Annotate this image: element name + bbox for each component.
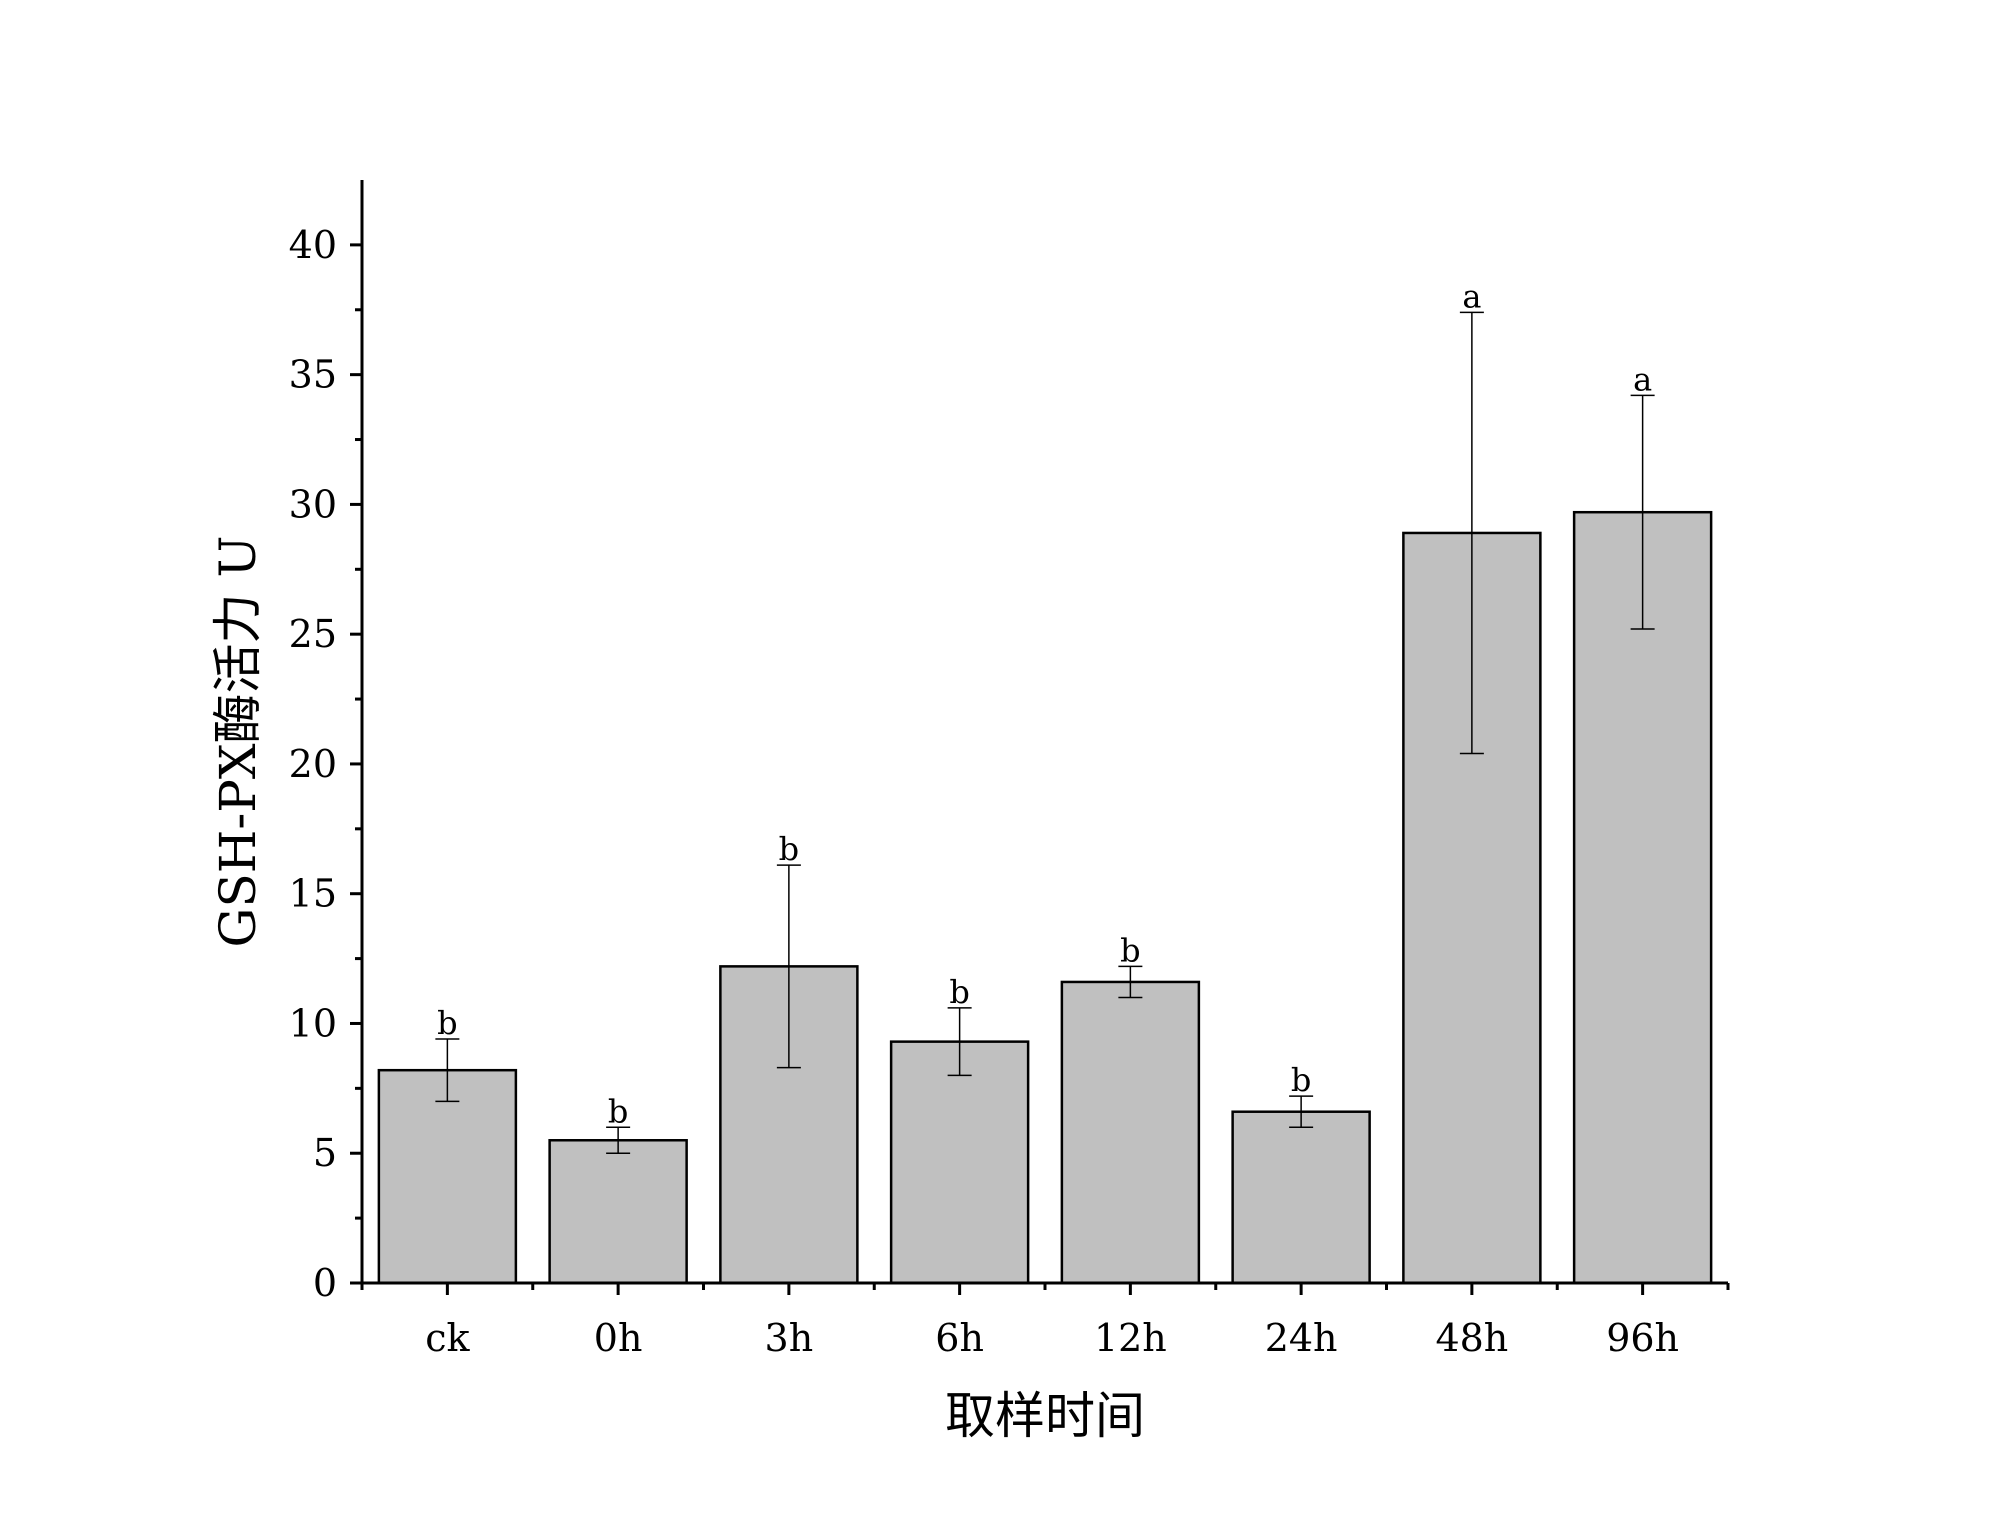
y-tick-label: 35 — [289, 353, 337, 397]
bar — [889, 1040, 1030, 1285]
y-tick-label: 5 — [313, 1131, 337, 1175]
x-tick-label: 6h — [935, 1316, 984, 1360]
y-tick-label: 15 — [289, 872, 337, 916]
y-tick-label: 0 — [313, 1261, 337, 1305]
y-tick-label: 10 — [289, 1001, 337, 1045]
x-tick-label: 3h — [765, 1316, 814, 1360]
significance-label: b — [1291, 1061, 1311, 1099]
y-axis-title: GSH-PX酶活力 U — [209, 536, 267, 948]
significance-label: b — [779, 830, 799, 868]
significance-label: b — [949, 973, 969, 1011]
x-tick-label: ck — [425, 1316, 470, 1360]
x-tick-label: 12h — [1094, 1316, 1167, 1360]
plot-area: b b b b b b a a — [377, 277, 1713, 1285]
bar — [1060, 980, 1201, 1285]
bar — [377, 1068, 518, 1285]
significance-label: a — [1633, 360, 1652, 398]
x-axis-title: 取样时间 — [945, 1387, 1145, 1445]
x-tick-label: 0h — [594, 1316, 643, 1360]
x-tick-label: 24h — [1265, 1316, 1338, 1360]
y-tick-label: 40 — [289, 223, 337, 267]
bar — [719, 965, 859, 1285]
significance-label: b — [608, 1092, 628, 1130]
bar — [548, 1139, 688, 1285]
y-tick-label: 30 — [289, 482, 337, 526]
y-axis-ticks: 0 5 10 15 20 25 30 35 40 — [289, 223, 362, 1305]
significance-label: a — [1462, 277, 1481, 315]
y-tick-label: 20 — [289, 742, 337, 786]
x-axis-ticks: ck 0h 3h 6h 12h 24h 48h 96h — [360, 1283, 1730, 1360]
significance-label: b — [1120, 931, 1140, 969]
x-tick-label: 96h — [1606, 1316, 1679, 1360]
significance-label: b — [437, 1004, 457, 1042]
bar — [1231, 1110, 1371, 1285]
y-tick-label: 25 — [289, 612, 337, 656]
x-tick-label: 48h — [1435, 1316, 1508, 1360]
